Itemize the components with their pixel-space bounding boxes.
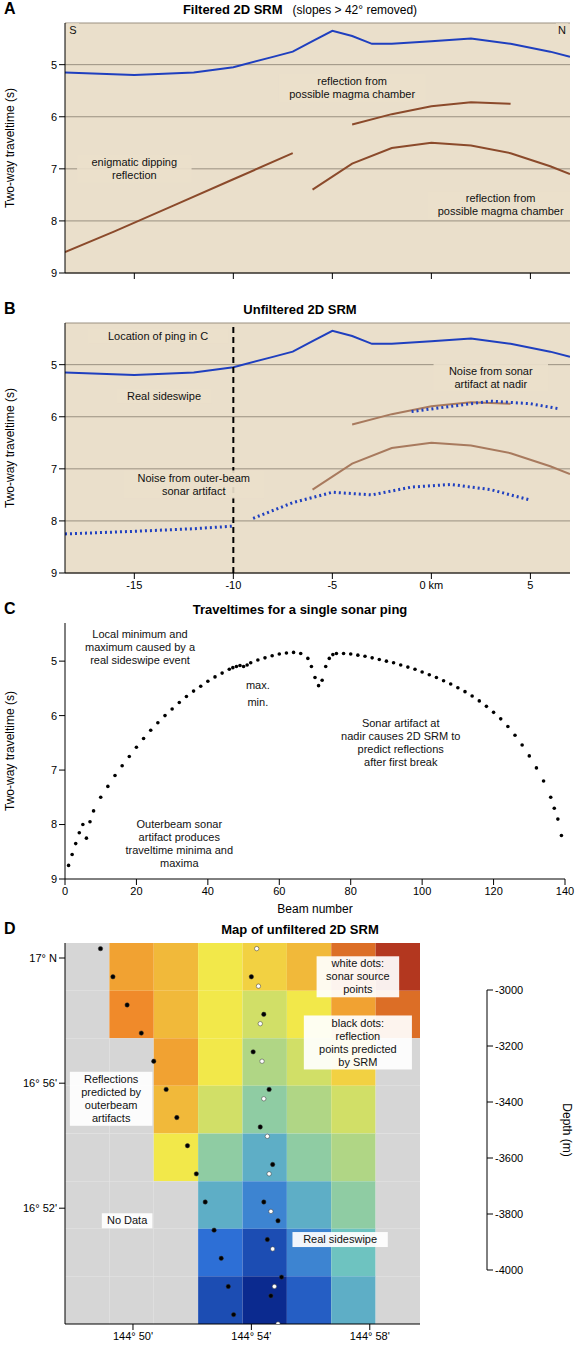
- html-text:A: A: [4, 0, 16, 17]
- html-text:(slopes > 42° removed): (slopes > 42° removed): [292, 3, 418, 17]
- svg-text:white dots:: white dots:: [331, 957, 385, 969]
- svg-text:by SRM: by SRM: [338, 1056, 377, 1068]
- svg-text:sonar artifact: sonar artifact: [162, 485, 226, 497]
- svg-text:reflection: reflection: [336, 1030, 381, 1042]
- svg-text:-4000: -4000: [495, 1264, 523, 1276]
- html-text:Traveltimes for a single sonar: Traveltimes for a single sonar ping: [192, 602, 408, 617]
- svg-text:-3400: -3400: [495, 1096, 523, 1108]
- svg-text:0: 0: [62, 885, 68, 897]
- svg-text:Location of ping in C: Location of ping in C: [108, 330, 208, 342]
- svg-text:7: 7: [51, 463, 57, 475]
- svg-text:Local minimum and: Local minimum and: [92, 628, 187, 640]
- svg-text:9: 9: [51, 567, 57, 579]
- svg-text:maximum caused by a: maximum caused by a: [85, 641, 196, 653]
- svg-text:N: N: [558, 24, 566, 36]
- svg-text:Real sideswipe: Real sideswipe: [127, 390, 201, 402]
- svg-text:5: 5: [51, 59, 57, 71]
- svg-text:5: 5: [51, 655, 57, 667]
- svg-text:60: 60: [273, 885, 285, 897]
- svg-text:100: 100: [413, 885, 431, 897]
- svg-text:6: 6: [51, 111, 57, 123]
- svg-text:maxima: maxima: [160, 857, 199, 869]
- svg-text:Two-way traveltime (s): Two-way traveltime (s): [3, 88, 17, 208]
- svg-text:80: 80: [345, 885, 357, 897]
- svg-text:16° 56': 16° 56': [23, 1077, 57, 1089]
- svg-text:7: 7: [51, 163, 57, 175]
- svg-text:7: 7: [51, 764, 57, 776]
- svg-text:16° 52': 16° 52': [23, 1202, 57, 1214]
- svg-text:144° 58': 144° 58': [350, 1330, 390, 1342]
- svg-text:possible magma chamber: possible magma chamber: [438, 205, 564, 217]
- svg-text:5: 5: [527, 579, 533, 591]
- svg-text:points predicted: points predicted: [319, 1043, 397, 1055]
- svg-text:traveltime minima and: traveltime minima and: [125, 844, 233, 856]
- svg-text:after first break: after first break: [364, 756, 438, 768]
- svg-text:artifact produces: artifact produces: [139, 831, 221, 843]
- svg-text:-3000: -3000: [495, 984, 523, 996]
- svg-text:-3600: -3600: [495, 1152, 523, 1164]
- html-text:C: C: [4, 600, 16, 617]
- svg-text:possible magma chamber: possible magma chamber: [289, 88, 415, 100]
- svg-text:Depth (m): Depth (m): [560, 1103, 574, 1156]
- svg-text:9: 9: [51, 873, 57, 885]
- html-text:B: B: [4, 300, 16, 317]
- svg-text:predicted by: predicted by: [81, 1086, 141, 1098]
- svg-text:144° 50': 144° 50': [113, 1330, 153, 1342]
- svg-text:Noise from outer-beam: Noise from outer-beam: [137, 472, 250, 484]
- svg-text:6: 6: [51, 710, 57, 722]
- svg-text:-10: -10: [225, 579, 241, 591]
- svg-text:reflection from: reflection from: [466, 192, 536, 204]
- svg-text:-3200: -3200: [495, 1040, 523, 1052]
- html-text:Map of unfiltered 2D SRM: Map of unfiltered 2D SRM: [221, 922, 379, 937]
- svg-text:points: points: [343, 983, 373, 995]
- svg-text:outerbeam: outerbeam: [85, 1099, 138, 1111]
- svg-text:140: 140: [556, 885, 574, 897]
- svg-text:Outerbeam sonar: Outerbeam sonar: [136, 818, 222, 830]
- svg-text:predict reflections: predict reflections: [358, 743, 445, 755]
- html-text:Filtered 2D SRM: Filtered 2D SRM: [182, 2, 283, 17]
- svg-text:Noise from sonar: Noise from sonar: [449, 365, 533, 377]
- svg-text:20: 20: [130, 885, 142, 897]
- svg-text:sonar source: sonar source: [326, 970, 390, 982]
- svg-text:enigmatic dipping: enigmatic dipping: [92, 156, 178, 168]
- svg-text:S: S: [69, 24, 76, 36]
- svg-text:0 km: 0 km: [419, 579, 443, 591]
- svg-text:-15: -15: [126, 579, 142, 591]
- svg-text:120: 120: [484, 885, 502, 897]
- svg-text:No Data: No Data: [107, 1214, 148, 1226]
- svg-text:Beam number: Beam number: [277, 902, 352, 916]
- svg-text:reflection from: reflection from: [317, 75, 387, 87]
- svg-text:8: 8: [51, 515, 57, 527]
- svg-text:17° N: 17° N: [29, 952, 57, 964]
- svg-text:Sonar artifact at: Sonar artifact at: [362, 717, 440, 729]
- html-text:Unfiltered 2D SRM: Unfiltered 2D SRM: [243, 302, 357, 317]
- svg-text:max.: max.: [246, 679, 270, 691]
- svg-text:9: 9: [51, 267, 57, 279]
- svg-text:Real sideswipe: Real sideswipe: [303, 1233, 377, 1245]
- svg-text:-3800: -3800: [495, 1208, 523, 1220]
- svg-text:min.: min.: [247, 696, 268, 708]
- svg-text:144° 54': 144° 54': [231, 1330, 271, 1342]
- svg-text:nadir causes 2D SRM to: nadir causes 2D SRM to: [341, 730, 460, 742]
- svg-text:Two-way traveltime (s): Two-way traveltime (s): [3, 691, 17, 811]
- svg-text:reflection: reflection: [112, 169, 157, 181]
- svg-text:8: 8: [51, 818, 57, 830]
- svg-text:Reflections: Reflections: [84, 1073, 139, 1085]
- svg-text:real sideswipe event: real sideswipe event: [90, 654, 190, 666]
- svg-text:artifact at nadir: artifact at nadir: [454, 378, 527, 390]
- svg-text:40: 40: [202, 885, 214, 897]
- html-text:D: D: [4, 920, 16, 937]
- svg-text:5: 5: [51, 359, 57, 371]
- svg-text:black dots:: black dots:: [332, 1017, 385, 1029]
- svg-text:-5: -5: [327, 579, 337, 591]
- svg-text:6: 6: [51, 411, 57, 423]
- svg-text:artifacts: artifacts: [92, 1112, 131, 1124]
- svg-text:Two-way traveltime (s): Two-way traveltime (s): [3, 388, 17, 508]
- svg-text:8: 8: [51, 215, 57, 227]
